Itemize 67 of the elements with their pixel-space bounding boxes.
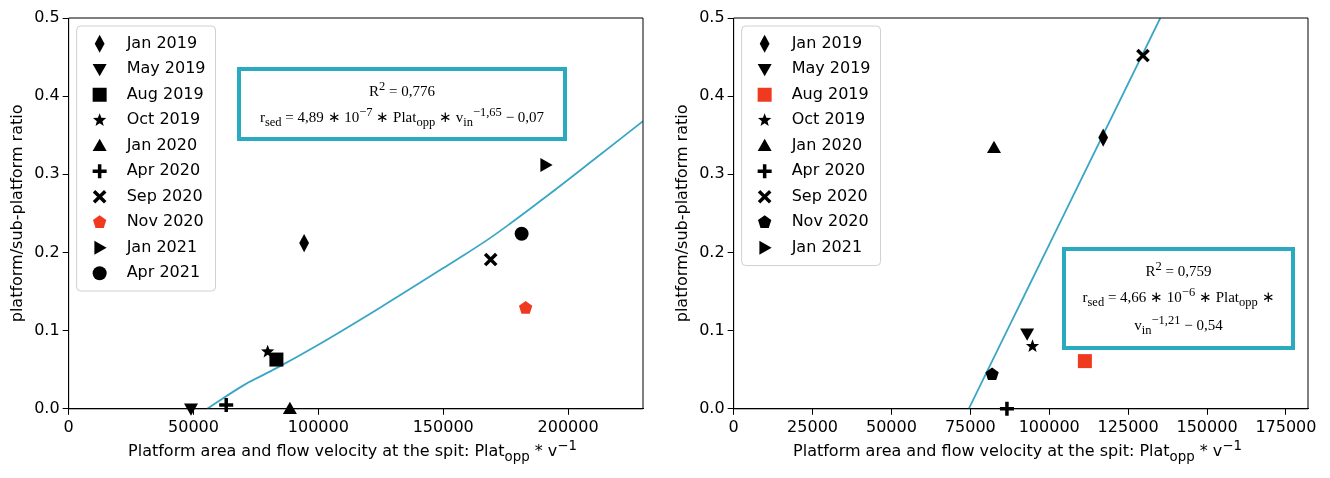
point: [1077, 354, 1092, 369]
legend-label: Sep 2020: [126, 185, 203, 205]
legend-label: May 2019: [126, 58, 206, 78]
point: [540, 157, 553, 172]
legend-label: Jan 2020: [125, 134, 198, 154]
text: r$_{sed}$ = 4,89 ∗ 10$^{−7}$ ∗ Plat$_{opp}$ ∗ v$_{in}$$^{−1,65}$ − 0,07: [259, 104, 545, 129]
x-tick-label: 50000: [865, 416, 917, 436]
legend-label: Oct 2019: [126, 109, 201, 129]
point: [985, 367, 999, 381]
y-tick-label: 0.2: [34, 241, 60, 261]
y-tick-label: 0.5: [34, 7, 60, 27]
annotation: R$^{2}$ = 0,759: [1144, 258, 1213, 281]
point: [269, 352, 284, 367]
x-tick-label: 175000: [1255, 416, 1317, 436]
point: [987, 140, 1001, 153]
text: r$_{sed}$ = 4,66 ∗ 10$^{−6}$ ∗ Plat$_{opp}$ ∗ v$_{in}$$^{−1,21}$ − 0,54: [1082, 284, 1275, 338]
legend-label: Apr 2020: [126, 160, 201, 180]
x-tick-label: 100000: [1018, 416, 1080, 436]
x-tick-label: 25000: [787, 416, 838, 436]
y-tick-label: 0.0: [699, 397, 725, 417]
y-axis-title: platform/sub-platform ratio: [6, 104, 26, 323]
legend-label: Oct 2019: [791, 109, 866, 129]
x-tick-label: 0: [728, 416, 739, 436]
legend-label: Apr 2021: [126, 262, 201, 282]
x-tick-label: 150000: [1176, 416, 1238, 436]
x-tick-label: 0: [63, 416, 74, 436]
y-tick-label: 0.1: [699, 319, 725, 339]
legend-label: Apr 2020: [791, 160, 866, 180]
legend-label: Nov 2020: [791, 211, 869, 231]
x-tick-label: 50000: [168, 416, 219, 436]
legend-label: May 2019: [791, 58, 871, 78]
legend-label: Jan 2021: [125, 236, 198, 256]
x-tick-label: 125000: [1097, 416, 1159, 436]
x-tick-label: 150000: [412, 416, 474, 436]
y-tick-label: 0.0: [34, 397, 60, 417]
point: [282, 401, 297, 415]
legend-label: Aug 2019: [791, 83, 869, 103]
legend-label: Jan 2020: [790, 134, 863, 154]
legend-label: Sep 2020: [791, 185, 868, 205]
point: [1025, 339, 1040, 352]
y-axis-title: platform/sub-platform ratio: [671, 104, 691, 323]
annotation: R$^{2}$ = 0,776: [368, 78, 436, 101]
point: [514, 226, 529, 241]
legend-label: Jan 2019: [125, 32, 198, 52]
point: [483, 252, 499, 267]
y-tick-label: 0.3: [699, 163, 725, 183]
y-tick-label: 0.1: [34, 319, 60, 339]
legend-label: Nov 2020: [126, 211, 204, 231]
point: [1020, 328, 1035, 341]
point: [217, 396, 235, 414]
x-axis-title: Platform area and flow velocity at the spit: Plat$_{opp}$ * v$^{−1}$: [127, 438, 578, 464]
point: [261, 344, 275, 358]
point: [1135, 48, 1151, 63]
y-tick-label: 0.4: [34, 85, 60, 105]
y-tick-label: 0.2: [699, 241, 725, 261]
x-tick-label: 100000: [287, 416, 349, 436]
y-tick-label: 0.5: [699, 7, 725, 27]
legend-label: Jan 2019: [790, 32, 863, 52]
y-tick-label: 0.3: [34, 163, 60, 183]
legend-label: Aug 2019: [126, 83, 204, 103]
point: [518, 300, 533, 314]
y-tick-label: 0.4: [699, 85, 725, 105]
legend-label: Jan 2021: [790, 236, 863, 256]
x-tick-label: 200000: [537, 416, 599, 436]
x-tick-label: 75000: [944, 416, 996, 436]
point: [998, 400, 1016, 418]
x-axis-title: Platform area and flow velocity at the spit: Plat$_{opp}$ * v$^{−1}$: [792, 438, 1243, 464]
